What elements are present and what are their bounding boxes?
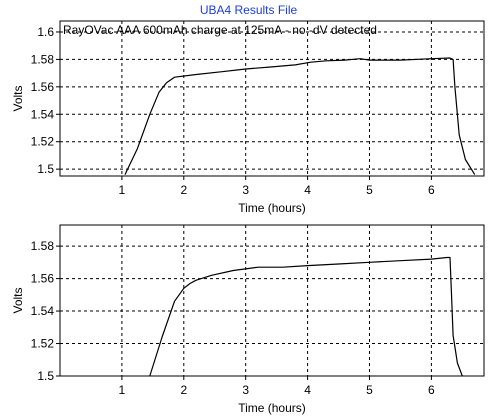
y-tick-label-6: 1.6: [37, 25, 54, 39]
plot-frame: [59, 224, 485, 377]
x-axis-title: Time (hours): [238, 401, 306, 415]
y-tick-label-3: 1.54: [31, 107, 55, 121]
y-tick-label-2: 1.52: [31, 337, 55, 351]
x-tick-label-6: 6: [428, 183, 435, 197]
series-line-1: [149, 256, 463, 377]
plot-frame: [59, 20, 485, 177]
y-tick-label-5: 1.58: [31, 52, 55, 66]
series-line-1: [124, 57, 476, 175]
chart-1: 1 2 3 4 5 6 1.5 1.52 1.54 1.56 1.58 1.6 Time (hours)…: [11, 20, 485, 215]
y-tick-label-1: 1.5: [37, 162, 54, 176]
x-axis-title: Time (hours): [238, 201, 306, 215]
y-axis-title: Volts: [11, 287, 25, 313]
x-tick-label-2: 2: [180, 183, 187, 197]
x-tick-label-1: 1: [119, 183, 126, 197]
x-tick-label-5: 5: [366, 383, 373, 397]
y-tick-label-2: 1.52: [31, 135, 55, 149]
y-tick-label-4: 1.56: [31, 272, 55, 286]
x-tick-label-2: 2: [180, 383, 187, 397]
window-title: UBA4 Results File: [199, 3, 298, 17]
x-tick-label-5: 5: [366, 183, 373, 197]
x-tick-label-4: 4: [304, 183, 311, 197]
x-tick-label-3: 3: [242, 183, 249, 197]
x-tick-label-3: 3: [242, 383, 249, 397]
y-tick-label-3: 1.54: [31, 304, 55, 318]
chart-annotation: RayOVac AAA 600mAh charge at 125mA - no …: [63, 23, 377, 37]
x-tick-label-4: 4: [304, 383, 311, 397]
y-tick-label-5: 1.58: [31, 239, 55, 253]
x-tick-label-6: 6: [428, 383, 435, 397]
y-axis-title: Volts: [11, 85, 25, 111]
y-tick-label-4: 1.56: [31, 80, 55, 94]
y-tick-label-1: 1.5: [37, 369, 54, 383]
chart-2: 1 2 3 4 5 6 1.5 1.52 1.54 1.56 1.58 Time (hours) Vol…: [11, 224, 485, 415]
x-tick-label-1: 1: [119, 383, 126, 397]
